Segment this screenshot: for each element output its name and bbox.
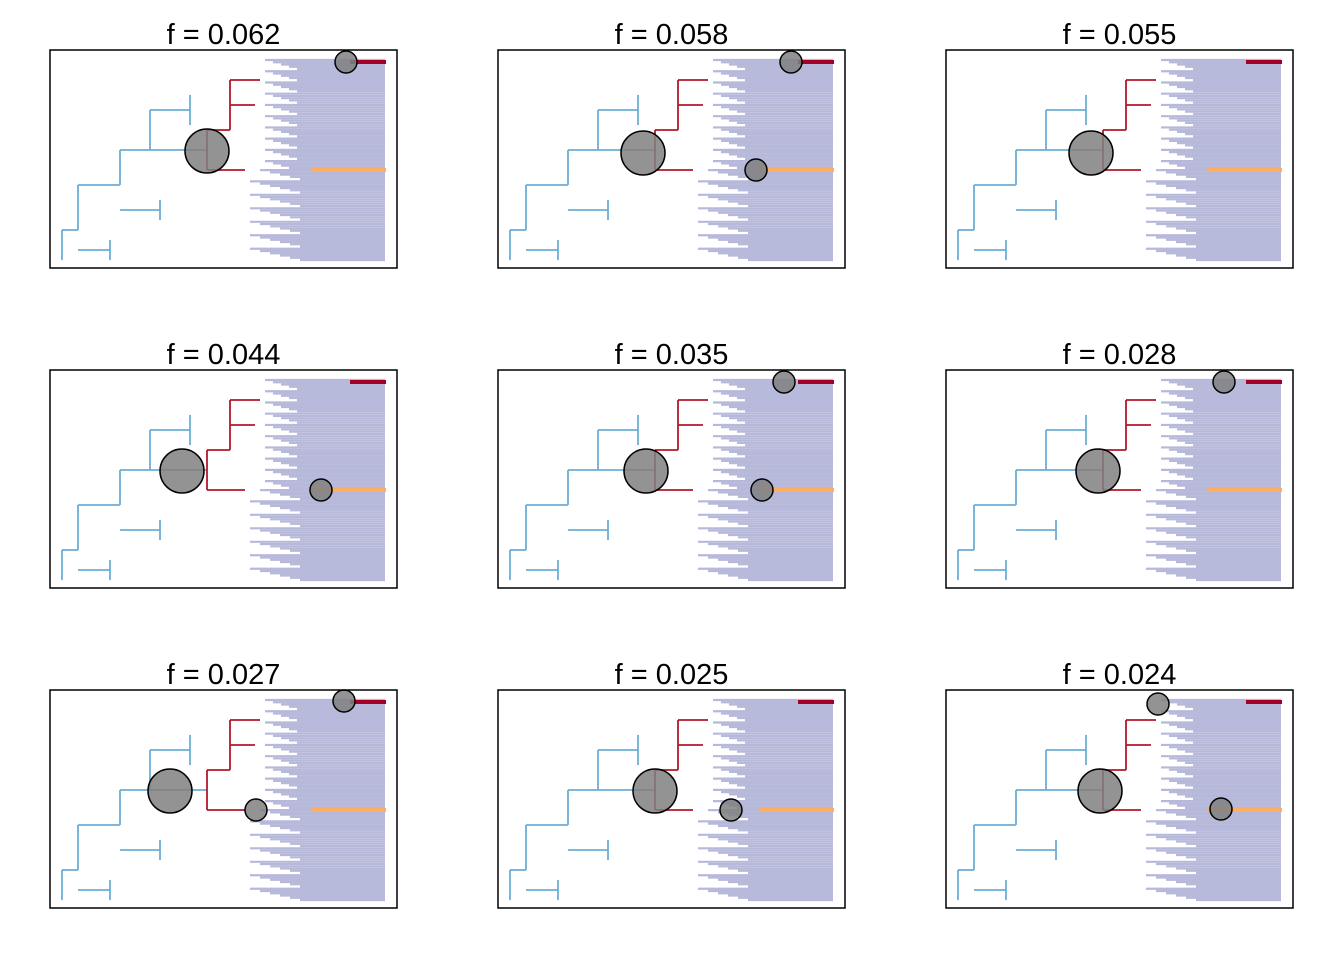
shift-marker [719, 798, 743, 822]
panel-frame [497, 689, 846, 909]
panel-frame [49, 49, 398, 269]
shift-marker [1209, 797, 1233, 821]
panel-frame [945, 689, 1294, 909]
panel-title: f = 0.044 [167, 339, 281, 371]
tree-panel: f = 0.025 [497, 659, 846, 909]
shift-marker [1068, 130, 1114, 176]
shift-marker [632, 768, 678, 814]
panel-frame [49, 689, 398, 909]
shift-marker [159, 448, 205, 494]
shift-marker [147, 768, 193, 814]
shift-marker [1077, 768, 1123, 814]
shift-marker [244, 798, 268, 822]
panel-title: f = 0.024 [1063, 659, 1177, 691]
shift-marker [623, 448, 669, 494]
shift-marker [620, 130, 666, 176]
tree-panel: f = 0.058 [497, 19, 846, 269]
panel-frame [497, 369, 846, 589]
shift-marker [772, 370, 796, 394]
panel-frame [497, 49, 846, 269]
panel-title: f = 0.028 [1063, 339, 1177, 371]
tree-panel: f = 0.028 [945, 339, 1294, 589]
shift-marker [334, 50, 358, 74]
panel-frame [945, 369, 1294, 589]
tree-panel: f = 0.035 [497, 339, 846, 589]
panel-title: f = 0.025 [615, 659, 729, 691]
shift-marker [1212, 370, 1236, 394]
tree-panel: f = 0.044 [49, 339, 398, 589]
panel-frame [49, 369, 398, 589]
shift-marker [750, 478, 774, 502]
panel-title: f = 0.027 [167, 659, 281, 691]
shift-marker [309, 478, 333, 502]
panel-title: f = 0.062 [167, 19, 281, 51]
tree-panel: f = 0.024 [945, 659, 1294, 909]
tree-panel: f = 0.055 [945, 19, 1294, 269]
panel-title: f = 0.058 [615, 19, 729, 51]
shift-marker [1075, 448, 1121, 494]
shift-marker [184, 128, 230, 174]
shift-marker [332, 689, 356, 713]
shift-marker [779, 50, 803, 74]
shift-marker [744, 158, 768, 182]
panel-title: f = 0.055 [1063, 19, 1177, 51]
tree-panel: f = 0.027 [49, 659, 398, 909]
panel-frame [945, 49, 1294, 269]
shift-marker [1146, 692, 1170, 716]
tree-panel: f = 0.062 [49, 19, 398, 269]
panel-title: f = 0.035 [615, 339, 729, 371]
